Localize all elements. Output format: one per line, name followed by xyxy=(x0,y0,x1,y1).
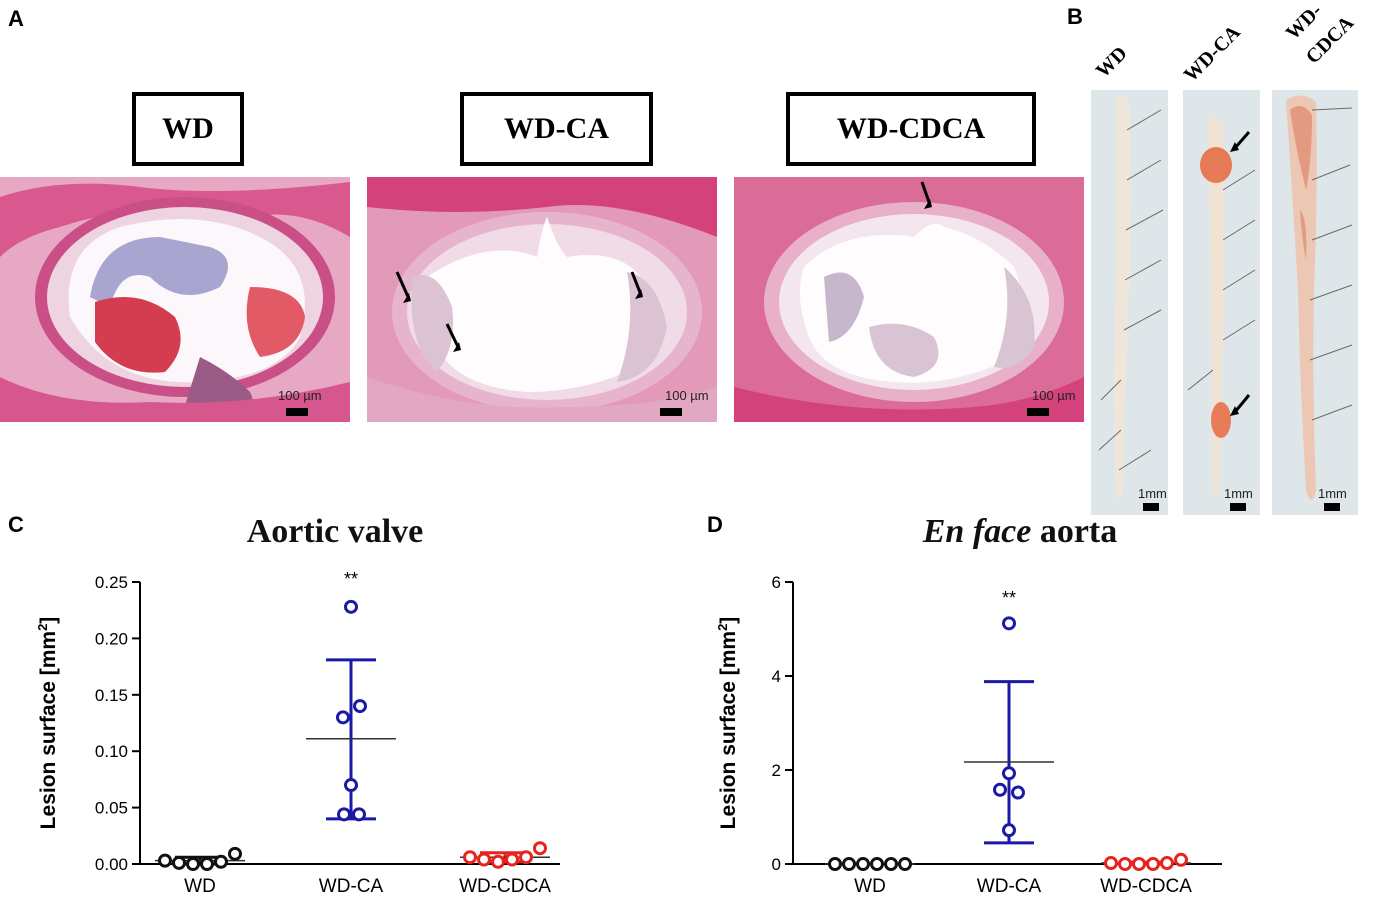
x-tick-label: WD-CA xyxy=(977,876,1042,897)
data-point xyxy=(993,782,1007,797)
data-point xyxy=(491,854,505,869)
data-point xyxy=(1002,823,1016,838)
data-point xyxy=(344,778,358,793)
data-point xyxy=(856,857,870,871)
data-point xyxy=(344,599,358,614)
y-tick-label: 0.25 xyxy=(95,573,128,592)
x-tick-label: WD-CDCA xyxy=(459,876,551,897)
data-point xyxy=(519,850,533,865)
panel-label-d: D xyxy=(707,512,723,537)
x-tick-label: WD xyxy=(854,876,886,897)
y-tick-label: 0.10 xyxy=(95,742,128,761)
scale-bar-wd-ca xyxy=(660,408,682,416)
data-point xyxy=(228,846,242,861)
data-point xyxy=(505,852,519,867)
chart-title-italic: En face xyxy=(922,513,1032,550)
y-axis-label: Lesion surface [mm2] xyxy=(715,617,740,830)
strip-scale-label-wd-ca: 1mm xyxy=(1224,486,1253,501)
aorta-strip-wd xyxy=(1091,90,1168,515)
strip-scale-label-wd: 1mm xyxy=(1138,486,1167,501)
y-axis-label: Lesion surface [mm2] xyxy=(35,617,60,830)
panel-label-c: C xyxy=(8,512,24,537)
strip-scale-bar-wd-cdca xyxy=(1324,503,1340,511)
data-point xyxy=(1002,766,1016,781)
panel-label-a: A xyxy=(8,6,24,31)
data-point xyxy=(1132,857,1146,871)
y-tick-label: 6 xyxy=(772,573,781,592)
histology-image-wd xyxy=(0,177,350,422)
panel-label-b: B xyxy=(1067,4,1083,29)
histology-label-wd-cdca: WD-CDCA xyxy=(786,92,1036,166)
data-point xyxy=(353,699,367,714)
aorta-strip-wd-cdca xyxy=(1272,90,1358,515)
chart-en-face-aorta: 0 2 4 6 Lesion surface [mm2] WD WD-CA ** WD-CDCA xyxy=(715,573,1222,897)
data-point xyxy=(842,857,856,871)
y-tick-label: 0.15 xyxy=(95,686,128,705)
chart-title-en-face-aorta: En face aorta xyxy=(820,513,1220,551)
x-tick-label: WD-CDCA xyxy=(1100,876,1192,897)
strip-scale-bar-wd xyxy=(1143,503,1159,511)
data-point xyxy=(1146,857,1160,871)
data-point xyxy=(828,857,842,871)
data-point xyxy=(172,855,186,870)
data-point xyxy=(1104,856,1118,871)
histology-label-wd: WD xyxy=(132,92,244,166)
data-point xyxy=(1011,785,1025,800)
significance-marker: ** xyxy=(344,569,358,589)
histology-image-wd-cdca xyxy=(734,177,1084,422)
data-point xyxy=(158,853,172,868)
data-point xyxy=(477,852,491,867)
scale-label-wd: 100 µm xyxy=(278,388,322,403)
data-point xyxy=(352,807,366,822)
y-tick-label: 0.00 xyxy=(95,855,128,874)
strip-scale-label-wd-cdca: 1mm xyxy=(1318,486,1347,501)
scale-bar-wd xyxy=(286,408,308,416)
chart-title-aortic-valve: Aortic valve xyxy=(246,513,424,550)
data-point xyxy=(898,857,912,871)
y-tick-label: 0.05 xyxy=(95,799,128,818)
chart-title-rest: aorta xyxy=(1031,513,1118,550)
y-tick-label: 0.20 xyxy=(95,629,128,648)
data-point xyxy=(186,857,200,871)
aorta-strip-wd-ca xyxy=(1183,90,1260,515)
scale-label-wd-ca: 100 µm xyxy=(665,388,709,403)
data-point xyxy=(463,850,477,865)
data-point xyxy=(1160,856,1174,871)
data-point xyxy=(870,857,884,871)
data-point xyxy=(1174,852,1188,867)
data-point xyxy=(1002,616,1016,631)
data-point xyxy=(884,857,898,871)
y-tick-label: 0 xyxy=(772,855,781,874)
histology-image-wd-ca xyxy=(367,177,717,422)
scale-label-wd-cdca: 100 µm xyxy=(1032,388,1076,403)
x-tick-label: WD xyxy=(184,876,216,897)
data-point xyxy=(336,710,350,725)
scale-bar-wd-cdca xyxy=(1027,408,1049,416)
histology-label-wd-ca: WD-CA xyxy=(460,92,653,166)
data-point xyxy=(337,807,351,822)
data-point xyxy=(214,854,228,869)
y-tick-label: 4 xyxy=(772,667,781,686)
data-point xyxy=(533,841,547,856)
chart-aortic-valve: 0.00 0.05 0.10 0.15 0.20 0.25 Lesion surface [… xyxy=(35,569,560,897)
strip-label-wd-ca: WD-CA xyxy=(1179,21,1245,87)
y-tick-label: 2 xyxy=(772,761,781,780)
significance-marker: ** xyxy=(1002,588,1016,608)
x-tick-label: WD-CA xyxy=(319,876,384,897)
data-point xyxy=(1118,857,1132,871)
strip-label-wd: WD xyxy=(1091,42,1132,83)
data-point xyxy=(200,857,214,871)
strip-scale-bar-wd-ca xyxy=(1230,503,1246,511)
